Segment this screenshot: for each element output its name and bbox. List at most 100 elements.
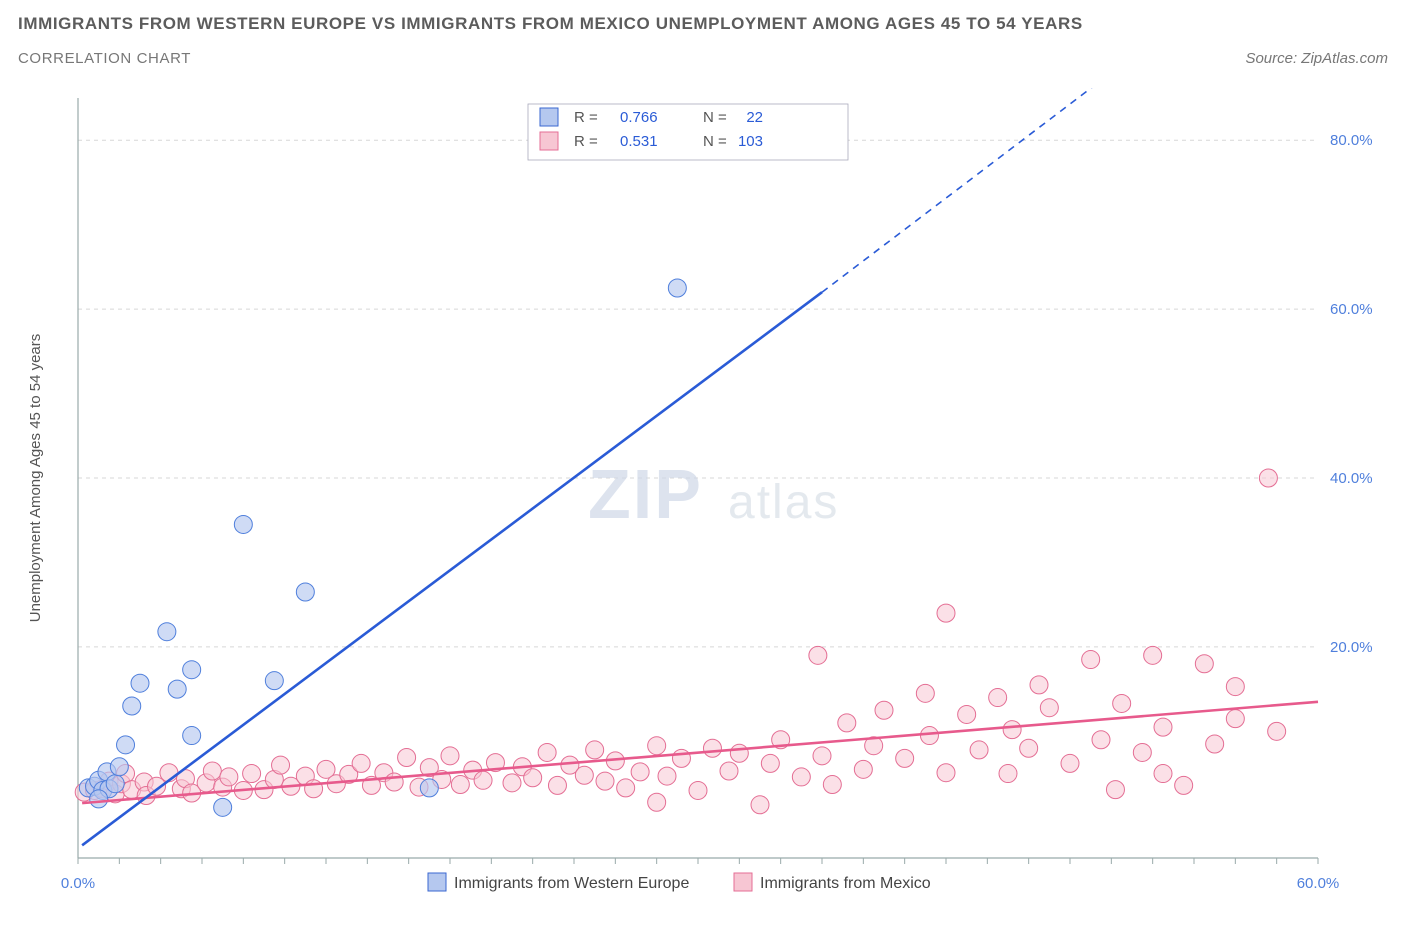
data-point-pink: [441, 747, 459, 765]
data-point-pink: [1020, 739, 1038, 757]
data-point-pink: [958, 705, 976, 723]
data-point-pink: [243, 765, 261, 783]
data-point-pink: [761, 754, 779, 772]
data-point-pink: [1092, 731, 1110, 749]
data-point-pink: [617, 779, 635, 797]
data-point-pink: [1082, 651, 1100, 669]
data-point-pink: [916, 684, 934, 702]
data-point-pink: [672, 749, 690, 767]
chart-header: IMMIGRANTS FROM WESTERN EUROPE VS IMMIGR…: [18, 14, 1388, 67]
data-point-pink: [823, 776, 841, 794]
data-point-pink: [689, 781, 707, 799]
data-point-pink: [730, 744, 748, 762]
data-point-pink: [703, 739, 721, 757]
data-point-blue: [110, 758, 128, 776]
data-point-pink: [474, 771, 492, 789]
data-point-pink: [548, 776, 566, 794]
data-point-pink: [989, 689, 1007, 707]
data-point-pink: [648, 793, 666, 811]
data-point-pink: [937, 604, 955, 622]
chart-svg: 20.0% 40.0% 60.0% 80.0% 0.0% 60.0% ZIP atlas Une…: [18, 88, 1388, 918]
data-point-blue: [117, 736, 135, 754]
data-point-pink: [203, 762, 221, 780]
chart-title: IMMIGRANTS FROM WESTERN EUROPE VS IMMIGR…: [18, 14, 1388, 34]
legend-r-value: 0.766: [620, 109, 658, 126]
legend-swatch: [428, 873, 446, 891]
data-point-blue: [668, 279, 686, 297]
data-point-pink: [1113, 694, 1131, 712]
data-point-pink: [1226, 678, 1244, 696]
data-point-pink: [1226, 710, 1244, 728]
data-point-pink: [1206, 735, 1224, 753]
data-point-blue: [168, 680, 186, 698]
data-point-pink: [896, 749, 914, 767]
legend-series-label: Immigrants from Western Europe: [454, 875, 689, 892]
legend-r-value: 0.531: [620, 133, 658, 150]
data-point-pink: [937, 764, 955, 782]
trend-line-blue-dash: [822, 88, 1111, 292]
data-point-pink: [1175, 776, 1193, 794]
data-point-pink: [1154, 718, 1172, 736]
legend-series-label: Immigrants from Mexico: [760, 875, 931, 892]
data-point-pink: [854, 760, 872, 778]
data-point-pink: [524, 769, 542, 787]
data-point-pink: [1144, 646, 1162, 664]
y-tick-label: 80.0%: [1330, 132, 1373, 149]
y-axis-label: Unemployment Among Ages 45 to 54 years: [27, 334, 44, 623]
data-point-blue: [234, 515, 252, 533]
legend-r-label: R =: [574, 133, 598, 150]
data-point-pink: [809, 646, 827, 664]
legend-n-label: N =: [703, 133, 727, 150]
watermark: ZIP: [588, 455, 703, 533]
x-tick-label: 0.0%: [61, 875, 95, 892]
watermark: atlas: [728, 476, 839, 529]
data-point-pink: [792, 768, 810, 786]
legend-n-value: 22: [746, 109, 763, 126]
data-point-pink: [1195, 655, 1213, 673]
data-point-pink: [631, 763, 649, 781]
correlation-chart: 20.0% 40.0% 60.0% 80.0% 0.0% 60.0% ZIP atlas Une…: [18, 88, 1388, 918]
data-point-blue: [183, 661, 201, 679]
data-point-pink: [1003, 721, 1021, 739]
data-point-pink: [875, 701, 893, 719]
data-point-pink: [1154, 765, 1172, 783]
data-point-blue: [131, 674, 149, 692]
data-point-pink: [658, 767, 676, 785]
data-point-blue: [123, 697, 141, 715]
data-point-pink: [970, 741, 988, 759]
data-point-blue: [420, 779, 438, 797]
data-point-pink: [648, 737, 666, 755]
data-point-pink: [1040, 699, 1058, 717]
data-point-pink: [813, 747, 831, 765]
legend-swatch: [540, 108, 558, 126]
data-point-blue: [265, 672, 283, 690]
data-point-pink: [1106, 781, 1124, 799]
data-point-pink: [920, 727, 938, 745]
y-tick-label: 60.0%: [1330, 301, 1373, 318]
data-point-blue: [183, 727, 201, 745]
y-tick-label: 40.0%: [1330, 470, 1373, 487]
legend-n-value: 103: [738, 133, 763, 150]
data-point-pink: [385, 773, 403, 791]
x-tick-label: 60.0%: [1297, 875, 1340, 892]
chart-source: Source: ZipAtlas.com: [1245, 50, 1388, 67]
data-point-pink: [586, 741, 604, 759]
y-tick-label: 20.0%: [1330, 639, 1373, 656]
data-point-pink: [1030, 676, 1048, 694]
data-point-pink: [999, 765, 1017, 783]
data-point-pink: [220, 768, 238, 786]
data-point-pink: [1061, 754, 1079, 772]
data-point-pink: [751, 796, 769, 814]
data-point-blue: [214, 798, 232, 816]
legend-swatch: [734, 873, 752, 891]
data-point-blue: [106, 775, 124, 793]
data-point-pink: [596, 772, 614, 790]
chart-subtitle: CORRELATION CHART: [18, 50, 191, 67]
data-point-pink: [538, 743, 556, 761]
data-point-pink: [272, 756, 290, 774]
data-point-blue: [90, 790, 108, 808]
legend-r-label: R =: [574, 109, 598, 126]
data-point-pink: [1268, 722, 1286, 740]
data-point-blue: [296, 583, 314, 601]
legend-n-label: N =: [703, 109, 727, 126]
